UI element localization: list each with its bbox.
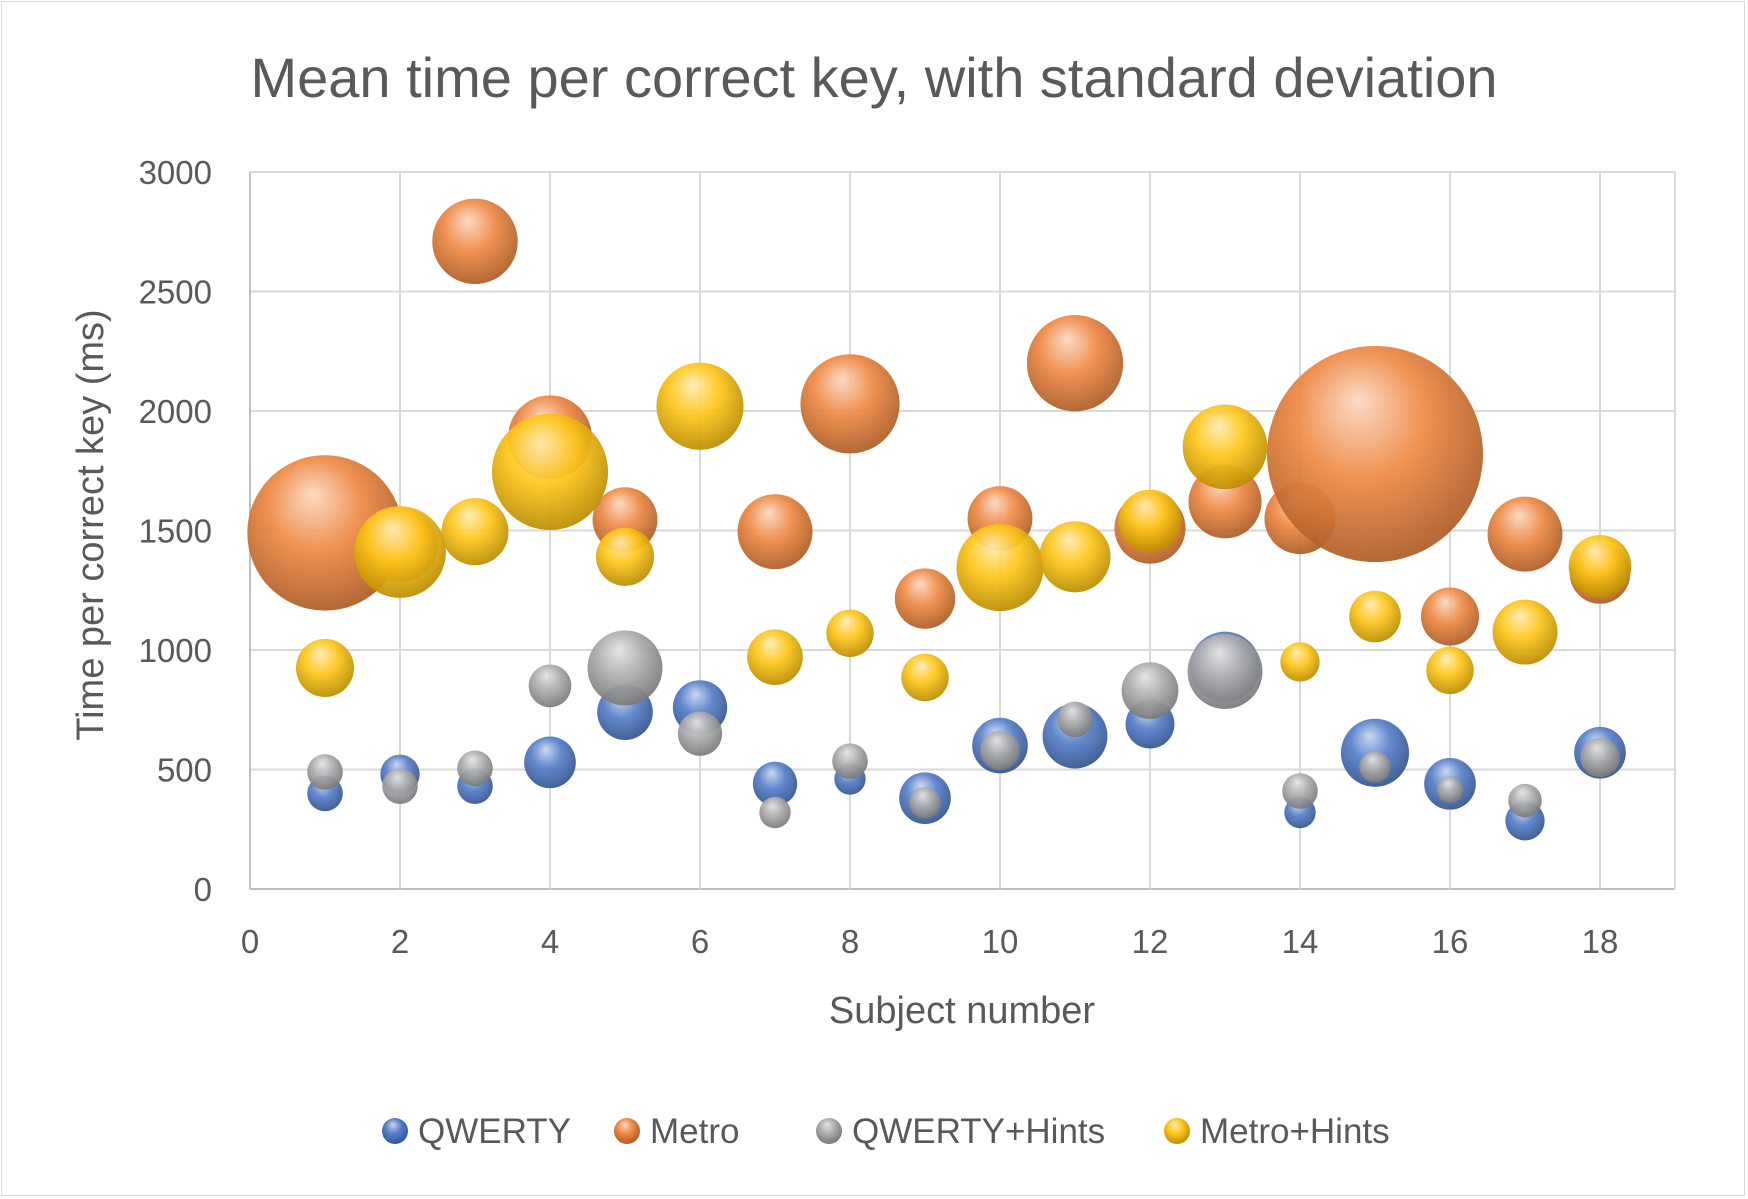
metro-hints-bubble bbox=[1426, 646, 1474, 695]
qwerty-hints-bubble bbox=[1359, 751, 1391, 783]
plot-area bbox=[247, 198, 1632, 841]
qwerty-hints-bubble bbox=[1580, 737, 1620, 778]
x-tick-label: 12 bbox=[1132, 923, 1169, 960]
metro-hints-bubble bbox=[1349, 590, 1401, 643]
metro-hints-bubble bbox=[491, 413, 609, 531]
metro-hints-bubble bbox=[901, 653, 949, 702]
qwerty-hints-bubble bbox=[1121, 662, 1179, 720]
y-tick-label: 1000 bbox=[139, 632, 212, 669]
legend-label-metro-hints: Metro+Hints bbox=[1200, 1112, 1390, 1151]
qwerty-hints-bubble bbox=[909, 787, 941, 819]
metro-hints-bubble bbox=[1280, 642, 1320, 682]
qwerty-hints-bubble bbox=[1436, 776, 1464, 804]
metro-bubble bbox=[737, 494, 813, 570]
legend: QWERTY Metro QWERTY+Hints Metro+Hints bbox=[382, 1112, 1390, 1151]
y-tick-label: 0 bbox=[194, 871, 212, 908]
qwerty-hints-bubble bbox=[832, 743, 868, 779]
qwerty-hints-bubble bbox=[307, 754, 343, 790]
metro-hints-bubble bbox=[1568, 534, 1632, 598]
qwerty-hints-bubble bbox=[759, 796, 791, 829]
series-qwerty-hints bbox=[307, 630, 1620, 829]
y-tick-label: 1500 bbox=[139, 513, 212, 550]
x-tick-label: 4 bbox=[541, 923, 559, 960]
chart-title: Mean time per correct key, with standard… bbox=[250, 46, 1497, 109]
series-metro-hints bbox=[295, 362, 1632, 702]
metro-bubble bbox=[1487, 496, 1563, 572]
metro-bubble bbox=[894, 568, 956, 629]
qwerty-hints-bubble bbox=[1508, 783, 1542, 818]
metro-bubble bbox=[1026, 315, 1124, 412]
x-tick-label: 18 bbox=[1582, 923, 1619, 960]
legend-marker-qwerty-hints bbox=[816, 1118, 842, 1144]
metro-hints-bubble bbox=[826, 609, 874, 657]
x-tick-label: 14 bbox=[1282, 923, 1319, 960]
legend-label-qwerty-hints: QWERTY+Hints bbox=[852, 1112, 1105, 1151]
y-tick-label: 3000 bbox=[139, 154, 212, 191]
qwerty-hints-bubble bbox=[382, 768, 418, 805]
legend-label-qwerty: QWERTY bbox=[418, 1112, 571, 1151]
metro-hints-bubble bbox=[956, 523, 1044, 612]
x-tick-label: 6 bbox=[691, 923, 709, 960]
y-axis-title: Time per correct key (ms) bbox=[70, 309, 112, 740]
y-tick-label: 500 bbox=[157, 752, 212, 789]
metro-hints-bubble bbox=[656, 362, 744, 450]
x-tick-label: 2 bbox=[391, 923, 409, 960]
metro-bubble bbox=[800, 354, 900, 454]
qwerty-bubble bbox=[524, 736, 576, 789]
metro-hints-bubble bbox=[354, 506, 446, 598]
qwerty-bubble bbox=[752, 761, 798, 807]
qwerty-hints-bubble bbox=[677, 711, 723, 756]
qwerty-hints-bubble bbox=[587, 630, 663, 706]
metro-hints-bubble bbox=[441, 498, 509, 566]
x-axis-title: Subject number bbox=[829, 990, 1095, 1032]
y-tick-label: 2000 bbox=[139, 393, 212, 430]
series-metro bbox=[247, 198, 1631, 646]
metro-hints-bubble bbox=[1039, 521, 1111, 593]
metro-hints-bubble bbox=[747, 629, 803, 685]
metro-hints-bubble bbox=[1492, 599, 1558, 665]
legend-marker-metro bbox=[614, 1118, 640, 1144]
x-tick-label: 10 bbox=[982, 923, 1019, 960]
legend-label-metro: Metro bbox=[650, 1112, 739, 1151]
qwerty-hints-bubble bbox=[1057, 701, 1093, 738]
metro-bubble bbox=[1267, 346, 1483, 563]
metro-hints-bubble bbox=[595, 527, 655, 586]
tick-labels: 0 500 1000 1500 2000 2500 3000 0 2 4 6 8 10 12 14 16 18 bbox=[139, 154, 1619, 960]
x-tick-label: 0 bbox=[241, 923, 259, 960]
x-tick-label: 8 bbox=[841, 923, 859, 960]
y-tick-label: 2500 bbox=[139, 274, 212, 311]
qwerty-hints-bubble bbox=[980, 730, 1020, 771]
x-tick-label: 16 bbox=[1432, 923, 1469, 960]
qwerty-hints-bubble bbox=[528, 664, 572, 708]
legend-marker-qwerty bbox=[382, 1118, 408, 1144]
metro-bubble bbox=[432, 198, 518, 285]
metro-hints-bubble bbox=[1118, 489, 1182, 553]
qwerty-hints-bubble bbox=[457, 750, 493, 787]
metro-bubble bbox=[1420, 587, 1480, 646]
legend-marker-metro-hints bbox=[1164, 1118, 1190, 1144]
metro-hints-bubble bbox=[1182, 404, 1268, 490]
metro-hints-bubble bbox=[295, 638, 355, 697]
qwerty-hints-bubble bbox=[1282, 773, 1318, 809]
qwerty-hints-bubble bbox=[1187, 634, 1263, 709]
